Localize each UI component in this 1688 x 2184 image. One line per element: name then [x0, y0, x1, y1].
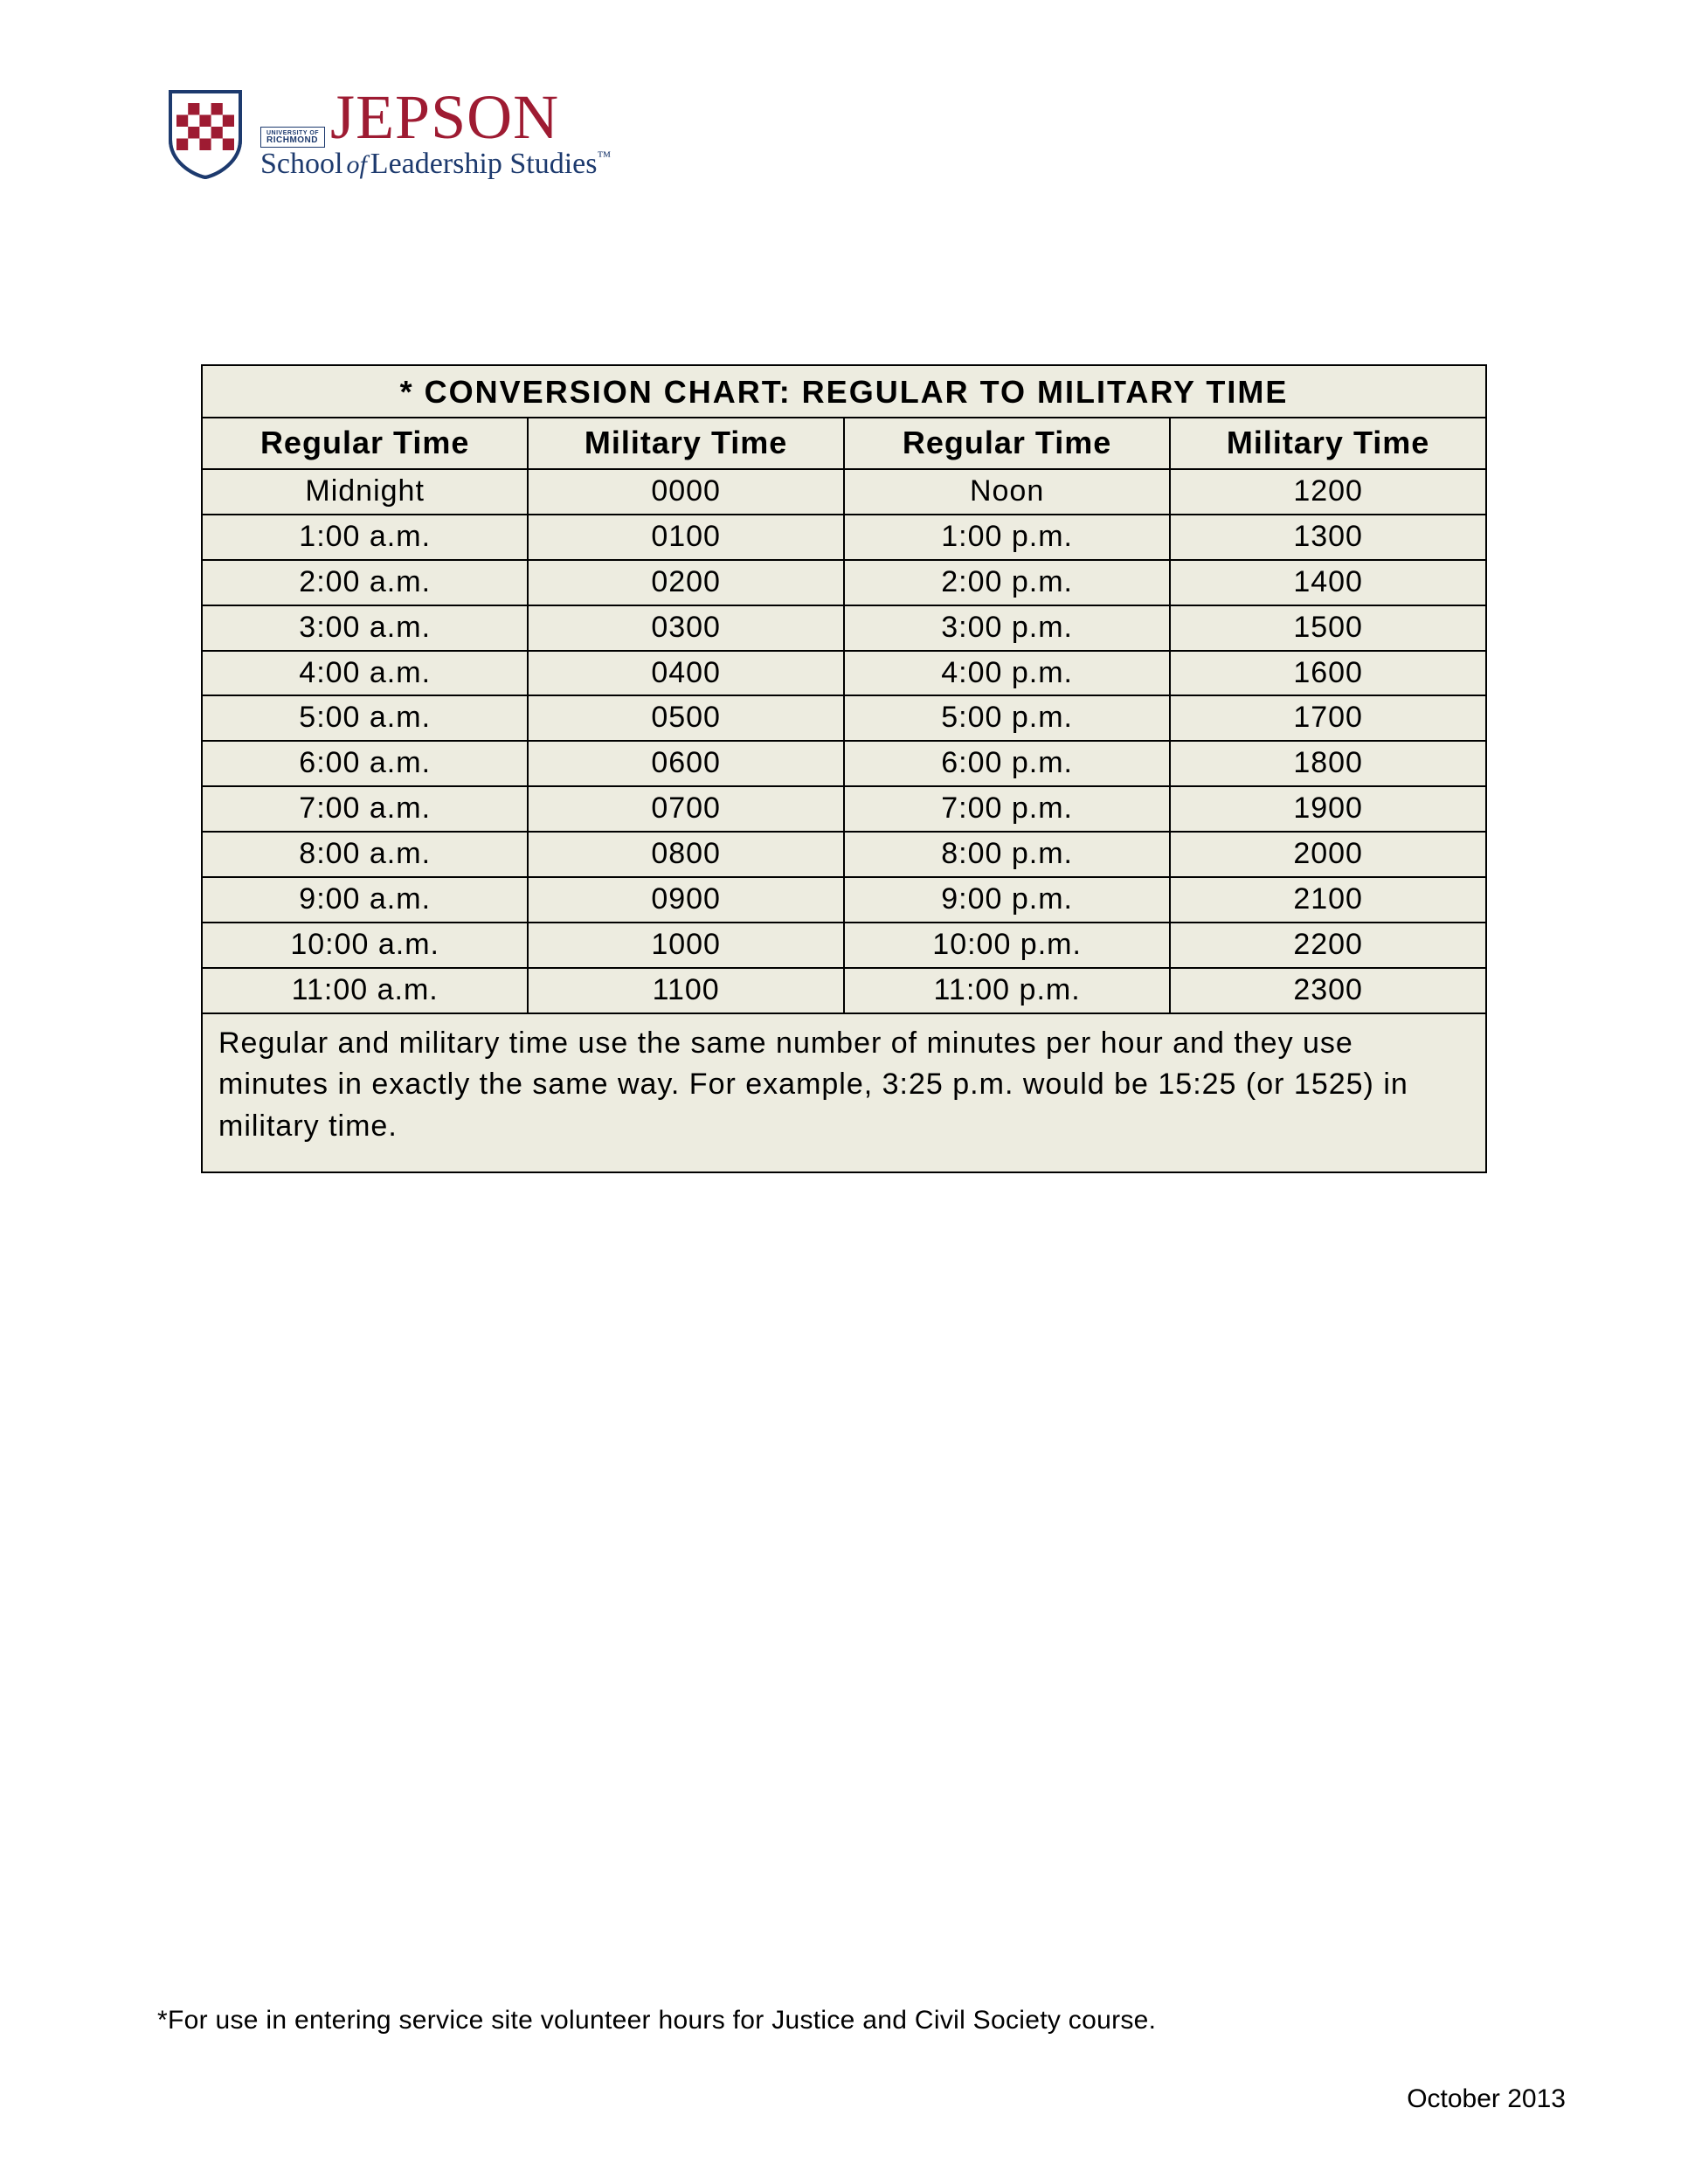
table-cell: 0800 — [528, 832, 844, 877]
table-cell: 1800 — [1170, 741, 1486, 786]
table-cell: 0200 — [528, 560, 844, 605]
table-cell: 8:00 p.m. — [844, 832, 1170, 877]
table-cell: 0500 — [528, 695, 844, 741]
table-cell: 9:00 a.m. — [202, 877, 528, 923]
table-title-row: * CONVERSION CHART: REGULAR TO MILITARY … — [202, 365, 1486, 418]
table-row: 1:00 a.m.01001:00 p.m.1300 — [202, 515, 1486, 560]
table-cell: 0900 — [528, 877, 844, 923]
table-note: Regular and military time use the same n… — [202, 1013, 1486, 1173]
table-cell: 1900 — [1170, 786, 1486, 832]
table-cell: 1500 — [1170, 605, 1486, 651]
table-row: 11:00 a.m.110011:00 p.m.2300 — [202, 968, 1486, 1013]
col-header: Military Time — [1170, 418, 1486, 469]
header-logo: UNIVERSITY OF RICHMOND JEPSON SchoolofLe… — [166, 87, 1531, 181]
table-cell: 0000 — [528, 469, 844, 515]
table-cell: 1300 — [1170, 515, 1486, 560]
logo-text: UNIVERSITY OF RICHMOND JEPSON SchoolofLe… — [260, 89, 611, 181]
table-row: 7:00 a.m.07007:00 p.m.1900 — [202, 786, 1486, 832]
table-row: Midnight0000Noon1200 — [202, 469, 1486, 515]
date: October 2013 — [1407, 2084, 1566, 2114]
table-header-row: Regular Time Military Time Regular Time … — [202, 418, 1486, 469]
university-label: UNIVERSITY OF RICHMOND — [260, 127, 325, 148]
page: UNIVERSITY OF RICHMOND JEPSON SchoolofLe… — [0, 0, 1688, 2184]
table-cell: 4:00 p.m. — [844, 651, 1170, 696]
table-cell: 2:00 a.m. — [202, 560, 528, 605]
table-cell: 4:00 a.m. — [202, 651, 528, 696]
col-header: Regular Time — [202, 418, 528, 469]
table-cell: 2200 — [1170, 923, 1486, 968]
table-row: 2:00 a.m.02002:00 p.m.1400 — [202, 560, 1486, 605]
table-cell: 7:00 p.m. — [844, 786, 1170, 832]
table-cell: 11:00 p.m. — [844, 968, 1170, 1013]
shield-icon — [166, 87, 245, 179]
conversion-chart: * CONVERSION CHART: REGULAR TO MILITARY … — [201, 364, 1487, 1174]
table-cell: 10:00 a.m. — [202, 923, 528, 968]
subtitle-of: of — [342, 150, 370, 179]
table-cell: 9:00 p.m. — [844, 877, 1170, 923]
table-cell: 0300 — [528, 605, 844, 651]
table-cell: Noon — [844, 469, 1170, 515]
school-subtitle: SchoolofLeadership Studies™ — [260, 148, 611, 181]
jepson-name: JEPSON — [330, 89, 559, 146]
table-cell: 2:00 p.m. — [844, 560, 1170, 605]
table-cell: 5:00 a.m. — [202, 695, 528, 741]
table-cell: 1100 — [528, 968, 844, 1013]
table-row: 4:00 a.m.04004:00 p.m.1600 — [202, 651, 1486, 696]
table-cell: 1400 — [1170, 560, 1486, 605]
table-row: 6:00 a.m.06006:00 p.m.1800 — [202, 741, 1486, 786]
footnote: *For use in entering service site volunt… — [157, 2006, 1156, 2035]
table-cell: 7:00 a.m. — [202, 786, 528, 832]
table-row: 8:00 a.m.08008:00 p.m.2000 — [202, 832, 1486, 877]
table-cell: Midnight — [202, 469, 528, 515]
table-row: 10:00 a.m.100010:00 p.m.2200 — [202, 923, 1486, 968]
table-cell: 5:00 p.m. — [844, 695, 1170, 741]
table-cell: 1600 — [1170, 651, 1486, 696]
table-cell: 8:00 a.m. — [202, 832, 528, 877]
table-cell: 6:00 a.m. — [202, 741, 528, 786]
table-title: * CONVERSION CHART: REGULAR TO MILITARY … — [202, 365, 1486, 418]
col-header: Military Time — [528, 418, 844, 469]
trademark: ™ — [597, 149, 611, 164]
table-cell: 3:00 a.m. — [202, 605, 528, 651]
table-cell: 3:00 p.m. — [844, 605, 1170, 651]
table-cell: 1700 — [1170, 695, 1486, 741]
table-note-row: Regular and military time use the same n… — [202, 1013, 1486, 1173]
col-header: Regular Time — [844, 418, 1170, 469]
subtitle-prefix: School — [260, 148, 342, 180]
table-cell: 10:00 p.m. — [844, 923, 1170, 968]
table-cell: 1200 — [1170, 469, 1486, 515]
richmond-label: RICHMOND — [266, 135, 318, 145]
table-cell: 6:00 p.m. — [844, 741, 1170, 786]
table-cell: 1:00 a.m. — [202, 515, 528, 560]
table-cell: 0600 — [528, 741, 844, 786]
table-row: 9:00 a.m.09009:00 p.m.2100 — [202, 877, 1486, 923]
table-row: 3:00 a.m.03003:00 p.m.1500 — [202, 605, 1486, 651]
table-cell: 1:00 p.m. — [844, 515, 1170, 560]
conversion-table: * CONVERSION CHART: REGULAR TO MILITARY … — [201, 364, 1487, 1174]
table-cell: 2300 — [1170, 968, 1486, 1013]
table-cell: 0400 — [528, 651, 844, 696]
table-cell: 0100 — [528, 515, 844, 560]
subtitle-suffix: Leadership Studies — [370, 148, 598, 180]
table-cell: 0700 — [528, 786, 844, 832]
table-cell: 2000 — [1170, 832, 1486, 877]
table-cell: 11:00 a.m. — [202, 968, 528, 1013]
table-cell: 1000 — [528, 923, 844, 968]
table-row: 5:00 a.m.05005:00 p.m.1700 — [202, 695, 1486, 741]
table-cell: 2100 — [1170, 877, 1486, 923]
